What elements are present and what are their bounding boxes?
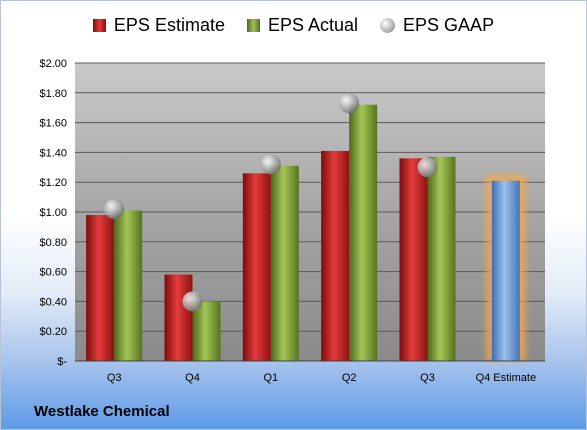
x-tick-label: Q4 Estimate: [476, 372, 537, 384]
bar-eps-estimate: [164, 274, 193, 361]
y-tick-label: $1.00: [39, 207, 67, 219]
point-eps-gaap: [104, 199, 125, 220]
point-eps-gaap: [260, 154, 281, 175]
y-tick-label: $-: [57, 356, 67, 368]
legend-label-gaap: EPS GAAP: [403, 15, 495, 35]
bars: [86, 93, 526, 361]
bar-eps-actual: [114, 210, 143, 361]
bar-eps-actual: [192, 301, 221, 361]
legend-item-gaap: EPS GAAP: [380, 15, 494, 36]
y-tick-label: $0.60: [39, 267, 67, 279]
legend: EPS Estimate EPS Actual EPS GAAP: [1, 15, 586, 36]
point-eps-gaap: [182, 291, 203, 312]
y-tick-label: $1.20: [39, 177, 67, 189]
x-tick-label: Q3: [107, 372, 122, 384]
legend-label-estimate: EPS Estimate: [113, 15, 225, 35]
x-tick-label: Q2: [342, 372, 357, 384]
y-axis: $2.00 $1.80 $1.60 $1.40 $1.20 $1.00 $0.80 $0.60…: [39, 58, 545, 368]
legend-item-estimate: EPS Estimate: [92, 15, 225, 36]
legend-item-actual: EPS Actual: [246, 15, 359, 36]
y-tick-label: $0.40: [39, 296, 67, 308]
legend-swatch-gaap: [380, 18, 396, 33]
bar-eps-estimate: [399, 158, 428, 361]
y-tick-label: $1.80: [39, 88, 67, 100]
x-tick-label: Q3: [420, 372, 435, 384]
legend-swatch-actual: [246, 19, 260, 32]
legend-swatch-estimate: [92, 19, 106, 32]
y-tick-label: $0.20: [39, 326, 67, 338]
bar-eps-actual: [349, 104, 378, 361]
x-tick-label: Q4: [185, 372, 200, 384]
legend-label-actual: EPS Actual: [267, 15, 359, 35]
point-eps-gaap: [339, 93, 360, 114]
bar-eps-actual: [270, 165, 299, 361]
company-name: Westlake Chemical: [34, 403, 170, 420]
bar-eps-estimate: [242, 173, 271, 361]
bar-eps-estimate: [86, 214, 115, 361]
x-axis: Q3 Q4 Q1 Q2 Q3 Q4 Estimate: [107, 372, 536, 384]
y-tick-label: $1.40: [39, 147, 67, 159]
bar-eps-estimate: [321, 150, 350, 361]
y-tick-label: $0.80: [39, 237, 67, 249]
bar-q4-estimate: [491, 180, 520, 361]
x-tick-label: Q1: [263, 372, 278, 384]
y-tick-label: $2.00: [39, 58, 67, 70]
point-eps-gaap: [417, 157, 438, 178]
y-tick-label: $1.60: [39, 118, 67, 130]
bar-eps-actual: [427, 156, 456, 361]
